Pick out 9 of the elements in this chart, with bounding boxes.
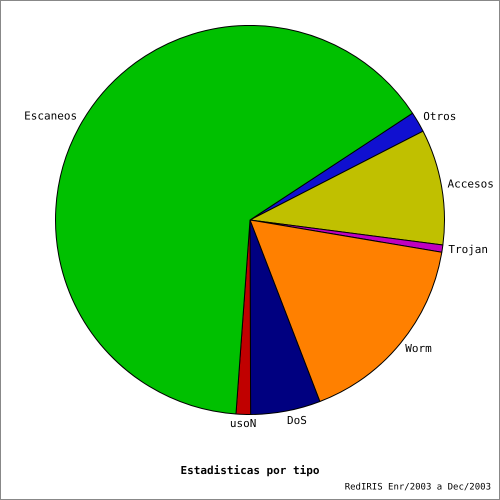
slice-label: Trojan <box>448 242 488 256</box>
slice-label: Escaneos <box>24 109 78 122</box>
text: RedIRIS Enr/2003 a Dec/2003 <box>344 482 491 492</box>
slice-label: Accesos <box>448 178 494 191</box>
slice-label: Worm <box>405 342 432 356</box>
slice-label: Otros <box>423 110 456 123</box>
slice-label: usoN <box>230 417 256 430</box>
slice-label: DoS <box>286 414 307 427</box>
text: Estadisticas por tipo <box>180 464 320 477</box>
